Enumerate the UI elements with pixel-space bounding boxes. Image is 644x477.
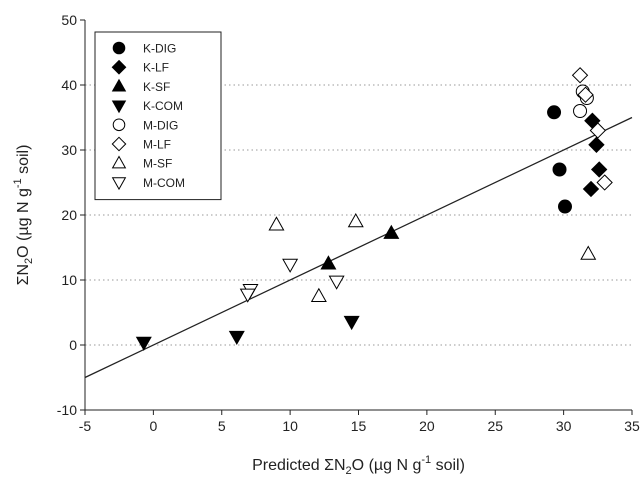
point-k-dig-1: [547, 105, 562, 120]
y-tick-label--10: -10: [57, 402, 77, 418]
point-k-dig-2: [552, 162, 567, 177]
point-m-lf-2: [577, 86, 594, 103]
legend-marker-k-dig: [112, 41, 126, 55]
point-k-lf-4: [582, 180, 600, 198]
legend: K-DIG K-LF K-SF K-COM M-DIG M-LF M-SF M-COM: [94, 31, 222, 201]
y-tick-label-0: 0: [69, 337, 77, 353]
point-k-com-1: [135, 336, 152, 351]
legend-label-m-lf: M-LF: [143, 138, 171, 152]
point-k-dig-3: [557, 199, 572, 214]
legend-label-m-sf: M-SF: [143, 157, 172, 171]
regression-line: [84, 116, 633, 379]
point-k-com-2: [228, 330, 245, 346]
x-tick-label--5: -5: [79, 418, 92, 434]
point-m-com-2: [239, 288, 256, 303]
point-m-dig-3: [573, 104, 588, 118]
x-tick-label-30: 30: [556, 418, 572, 434]
legend-label-k-dig: K-DIG: [143, 42, 176, 56]
legend-marker-k-com: [111, 100, 127, 114]
legend-label-m-dig: M-DIG: [143, 118, 178, 132]
legend-label-k-com: K-COM: [143, 99, 183, 113]
legend-label-k-sf: K-SF: [143, 80, 170, 94]
legend-box: [94, 31, 222, 201]
point-m-sf-4: [580, 245, 597, 260]
x-tick-label-10: 10: [282, 418, 298, 434]
point-m-lf-4: [596, 174, 613, 191]
point-m-lf-3: [589, 122, 606, 139]
point-k-sf-2: [383, 224, 400, 239]
point-k-com-3: [343, 315, 360, 331]
point-m-sf-3: [310, 287, 327, 302]
point-m-sf-1: [268, 216, 285, 231]
x-tick-label-35: 35: [624, 418, 640, 434]
legend-marker-m-lf: [111, 136, 127, 152]
point-m-sf-2: [347, 213, 364, 228]
point-m-com-4: [328, 275, 345, 290]
y-tick-label-50: 50: [61, 12, 77, 28]
legend-marker-m-dig: [112, 118, 126, 132]
point-k-sf-1: [320, 255, 337, 270]
point-m-lf-1: [571, 67, 589, 84]
y-tick-label-30: 30: [61, 142, 77, 158]
legend-marker-k-lf: [111, 59, 127, 75]
x-tick-labels: -5 0 5 10 15 20 25 30 35: [79, 418, 640, 434]
y-tick-labels: -10 0 10 20 30 40 50: [57, 12, 77, 418]
regression-line-group: [84, 116, 633, 379]
x-tick-label-20: 20: [419, 418, 435, 434]
legend-label-m-com: M-COM: [143, 176, 185, 190]
y-tick-label-20: 20: [61, 207, 77, 223]
point-k-lf-2: [588, 136, 605, 153]
legend-marker-m-com: [111, 177, 127, 191]
data-points: [135, 67, 613, 351]
point-k-lf-3: [590, 161, 608, 178]
axes: [80, 19, 633, 415]
y-tick-label-10: 10: [61, 272, 77, 288]
x-tick-label-25: 25: [487, 418, 503, 434]
x-tick-label-15: 15: [351, 418, 367, 434]
x-tick-label-5: 5: [218, 418, 226, 434]
legend-label-k-lf: K-LF: [143, 61, 169, 75]
legend-marker-k-sf: [111, 78, 127, 92]
point-m-com-3: [282, 258, 299, 273]
x-tick-label-0: 0: [149, 418, 157, 434]
y-tick-label-40: 40: [61, 77, 77, 93]
legend-marker-m-sf: [111, 155, 127, 169]
y-axis-title: ΣN2O (µg N g-1 soil): [12, 145, 35, 286]
x-axis-title: Predicted ΣN2O (µg N g-1 soil): [252, 454, 465, 477]
